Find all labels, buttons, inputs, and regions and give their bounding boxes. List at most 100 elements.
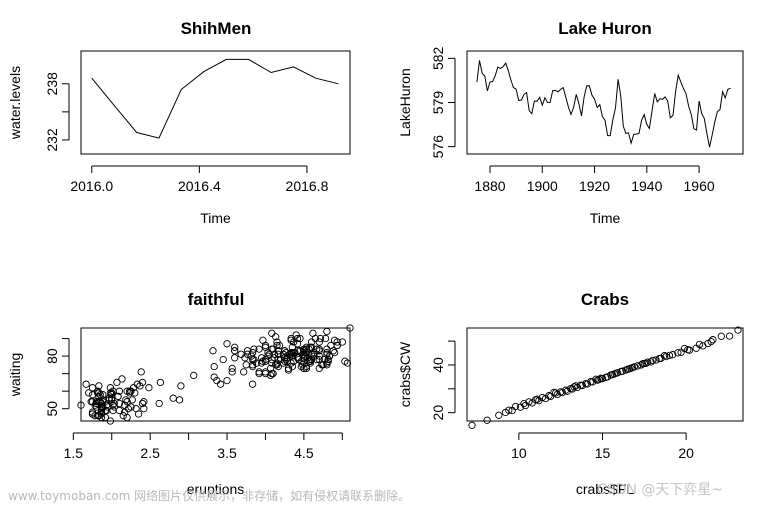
faithful-data-point: [190, 371, 198, 380]
faithful-data-point: [97, 405, 106, 413]
crabs-data-point: [582, 379, 590, 388]
crabs-data-point: [649, 356, 657, 365]
crabs-data-point: [652, 356, 660, 364]
faithful-y-axis-label: waiting: [7, 353, 23, 398]
lake-huron-x-tick-label: 1960: [684, 178, 715, 194]
faithful-data-point: [85, 389, 93, 397]
crabs-data-point: [662, 352, 670, 361]
lake-huron-x-tick-label: 1880: [474, 178, 505, 194]
faithful-x-axis-label: eruptions: [187, 481, 245, 497]
faithful-data-point: [304, 354, 312, 362]
faithful-data-point: [138, 399, 147, 408]
faithful-y-tick-label: 50: [44, 401, 60, 417]
faithful-data-point: [113, 378, 121, 387]
faithful-data-point: [296, 334, 304, 343]
crabs-data-point: [725, 332, 734, 340]
crabs-data-point: [709, 336, 717, 344]
faithful-data-point: [231, 354, 239, 362]
crabs-data-point: [625, 365, 633, 373]
crabs-data-point: [595, 375, 603, 384]
crabs-data-point: [577, 381, 585, 389]
crabs-data-point: [602, 373, 610, 382]
faithful-data-point: [319, 361, 327, 369]
crabs-x-axis-label: crabs$FL: [576, 481, 635, 497]
faithful-data-point: [175, 396, 184, 404]
crabs-x-tick-label: 15: [595, 445, 611, 461]
faithful-data-point: [323, 327, 331, 336]
crabs-data-point: [562, 386, 570, 394]
crabs-data-point: [647, 358, 655, 366]
crabs-data-point: [545, 392, 553, 400]
faithful-data-point: [237, 350, 245, 358]
crabs-data-point: [570, 383, 578, 391]
crabs-data-point: [684, 346, 692, 354]
shihmen-y-tick-label: 238: [44, 72, 60, 96]
faithful-data-point: [88, 384, 97, 392]
faithful-data-point: [283, 357, 291, 365]
crabs-data-point: [495, 411, 503, 419]
crabs-data-point: [617, 367, 625, 376]
faithful-data-point: [228, 368, 236, 376]
faithful-data-point: [316, 334, 325, 343]
crabs-data-point: [505, 406, 513, 414]
faithful-data-point: [248, 361, 257, 369]
faithful-data-point: [341, 357, 349, 365]
faithful-data-point: [266, 371, 275, 380]
faithful-data-point: [145, 384, 153, 392]
faithful-data-point: [124, 405, 133, 413]
faithful-data-point: [97, 406, 106, 415]
crabs-data-point: [483, 416, 491, 424]
crabs-x-tick-label: 10: [511, 445, 527, 461]
crabs-data-point: [622, 366, 630, 374]
faithful-data-point: [123, 398, 131, 406]
panel-crabs: Crabs 10 15 20 20 40 crabs$FL crabs$CW: [397, 290, 744, 497]
crabs-data-point: [538, 393, 546, 402]
crabs-data-point: [610, 370, 618, 378]
lake-huron-x-axis-label: Time: [590, 210, 621, 226]
faithful-data-point: [106, 417, 115, 425]
faithful-data-point: [268, 329, 276, 337]
crabs-data-point: [707, 337, 715, 346]
faithful-data-point: [95, 382, 103, 390]
faithful-data-point: [309, 329, 317, 337]
faithful-data-point: [315, 345, 323, 353]
faithful-data-point: [228, 364, 236, 373]
faithful-data-point: [273, 361, 281, 369]
faithful-data-point: [270, 350, 279, 358]
faithful-data-point: [115, 399, 124, 408]
faithful-data-point: [177, 382, 185, 390]
faithful-data-point: [259, 336, 267, 344]
faithful-data-point: [297, 362, 305, 371]
panel-faithful: faithful 1.5 2.5 3.5 4.5 50 80 eruptions waiting: [7, 290, 354, 497]
faithful-data-point: [88, 398, 97, 406]
faithful-data-point: [293, 334, 302, 343]
faithful-data-point: [231, 343, 239, 351]
faithful-data-point: [110, 403, 118, 411]
faithful-plot-frame: [80, 327, 351, 422]
crabs-data-point: [644, 358, 652, 366]
faithful-data-point: [324, 357, 332, 365]
faithful-x-tick-label: 1.5: [64, 445, 84, 461]
crabs-data-point: [717, 332, 725, 340]
crabs-data-point: [734, 326, 742, 334]
faithful-data-point: [140, 405, 148, 413]
faithful-data-point: [333, 341, 341, 350]
faithful-data-point: [91, 412, 99, 420]
crabs-data-point: [637, 361, 645, 369]
faithful-data-point: [122, 396, 130, 404]
faithful-data-point: [216, 380, 225, 388]
lake-huron-x-tick-label: 1940: [631, 178, 662, 194]
crabs-y-tick-label: 40: [430, 357, 446, 373]
faithful-data-point: [99, 398, 107, 406]
shihmen-plot-frame: [80, 50, 351, 155]
lake-huron-series-line: [476, 60, 731, 148]
faithful-data-point: [315, 352, 323, 360]
faithful-data-point: [97, 399, 106, 408]
faithful-data-point: [156, 378, 165, 387]
crabs-data-point: [640, 359, 648, 368]
faithful-data-point: [114, 392, 122, 401]
crabs-data-point: [572, 382, 580, 390]
faithful-data-point: [77, 401, 85, 409]
faithful-data-point: [321, 334, 330, 343]
